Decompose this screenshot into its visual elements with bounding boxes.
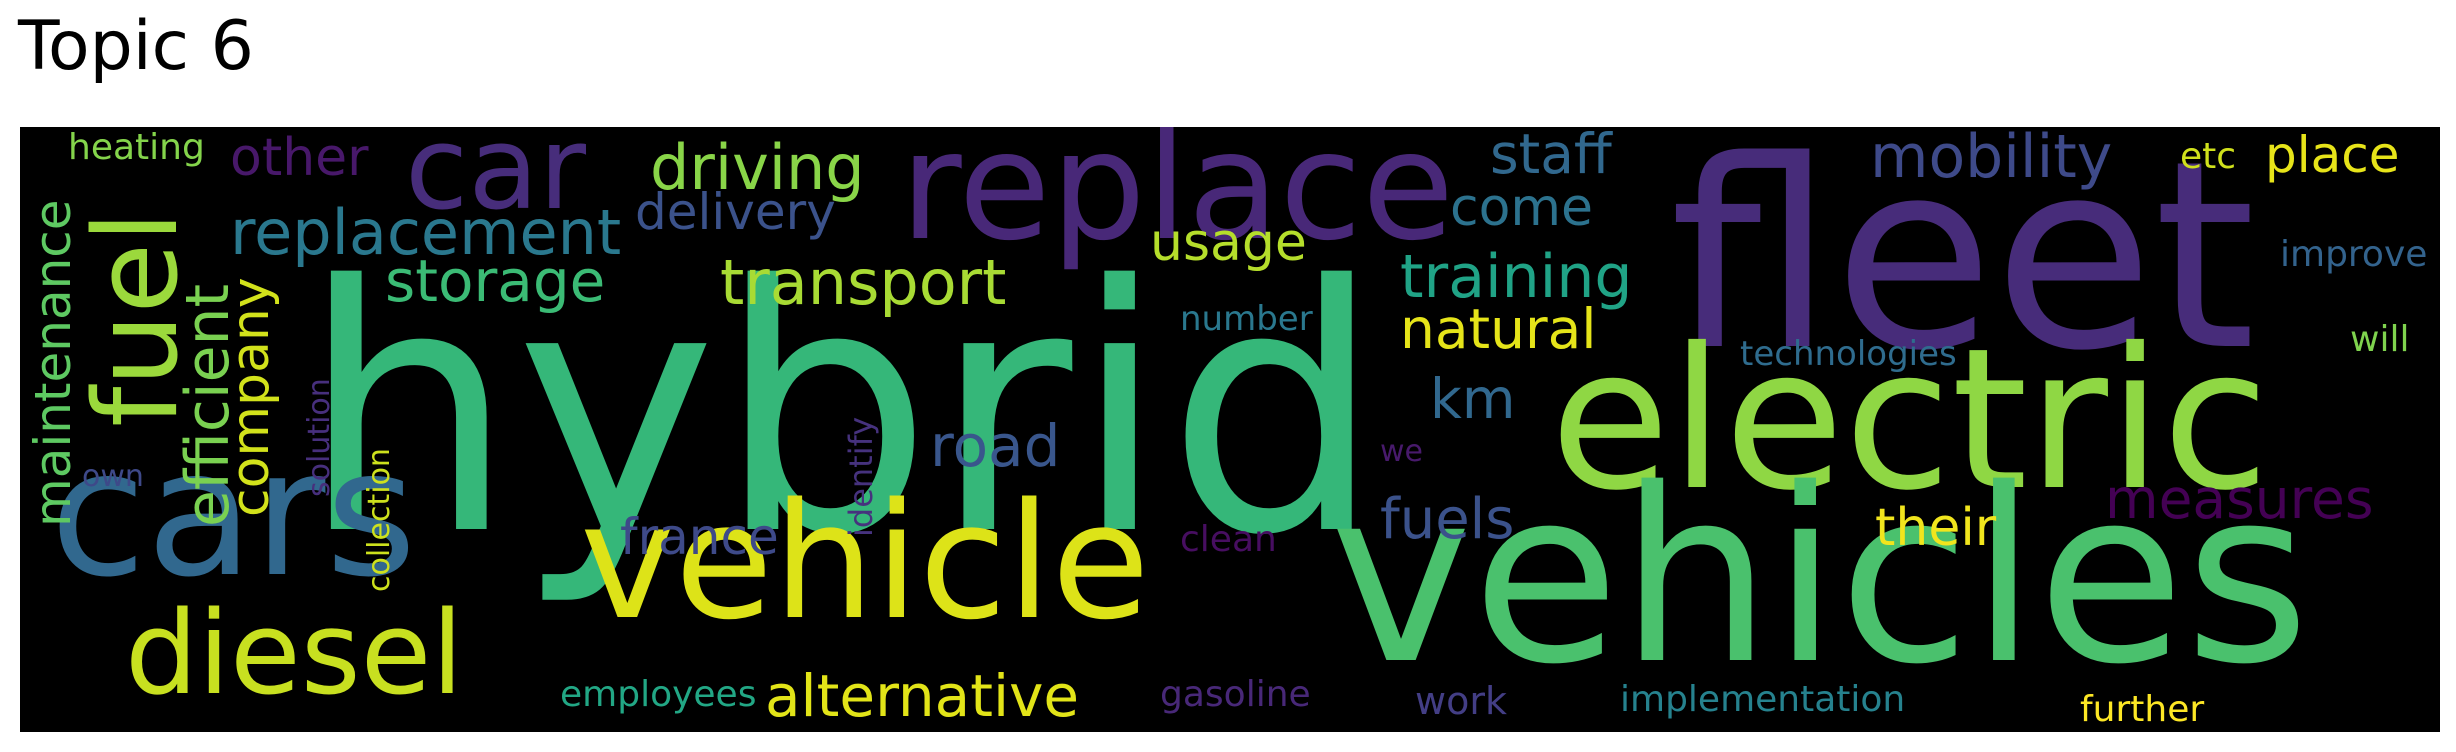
word-alternative: alternative	[765, 662, 1080, 730]
word-fleet: fleet	[1670, 127, 2256, 408]
word-maintenance: maintenance	[24, 199, 82, 527]
word-further: further	[2080, 689, 2205, 730]
word-improve: improve	[2280, 234, 2428, 275]
word-solution: solution	[302, 378, 337, 497]
word-replace: replace	[900, 127, 1455, 274]
word-identify: identify	[842, 416, 880, 537]
word-gasoline: gasoline	[1160, 674, 1311, 715]
word-will: will	[2350, 319, 2410, 360]
word-company: company	[221, 277, 281, 517]
word-france: france	[620, 508, 779, 566]
word-diesel: diesel	[125, 587, 464, 721]
word-technologies: technologies	[1740, 334, 1957, 374]
word-own: own	[82, 459, 144, 494]
word-cars: cars	[50, 413, 417, 616]
word-electric: electric	[1550, 306, 2270, 533]
word-km: km	[1430, 367, 1516, 431]
word-number: number	[1180, 299, 1313, 339]
word-clean: clean	[1180, 519, 1277, 560]
word-fuels: fuels	[1380, 487, 1515, 552]
figure-title: Topic 6	[18, 7, 254, 86]
word-car: car	[405, 127, 586, 236]
word-replacement: replacement	[230, 196, 622, 269]
word-vehicle: vehicle	[580, 468, 1150, 655]
word-come: come	[1450, 178, 1594, 238]
word-heating: heating	[68, 127, 205, 168]
word-road: road	[930, 412, 1061, 480]
word-employees: employees	[560, 674, 757, 715]
word-storage: storage	[385, 247, 606, 315]
word-training: training	[1400, 242, 1633, 312]
word-measures: measures	[2105, 467, 2374, 531]
word-mobility: mobility	[1870, 127, 2113, 192]
word-driving: driving	[650, 131, 865, 204]
word-work: work	[1415, 679, 1507, 723]
word-natural: natural	[1400, 297, 1597, 361]
word-collection: collection	[362, 448, 397, 592]
word-delivery: delivery	[635, 183, 836, 241]
word-their: their	[1875, 498, 1997, 558]
word-vehicles: vehicles	[1330, 437, 2310, 717]
word-place: place	[2265, 127, 2400, 184]
word-hybrid: hybrid	[300, 214, 1383, 610]
word-etc: etc	[2180, 136, 2237, 177]
word-we: we	[1380, 434, 1423, 469]
word-transport: transport	[720, 246, 1007, 319]
word-implementation: implementation	[1620, 679, 1906, 720]
word-other: other	[230, 128, 369, 188]
word-usage: usage	[1150, 213, 1307, 273]
word-cloud: hybrid fleet electric vehicles vehicle c…	[20, 127, 2440, 732]
word-staff: staff	[1490, 127, 1612, 186]
